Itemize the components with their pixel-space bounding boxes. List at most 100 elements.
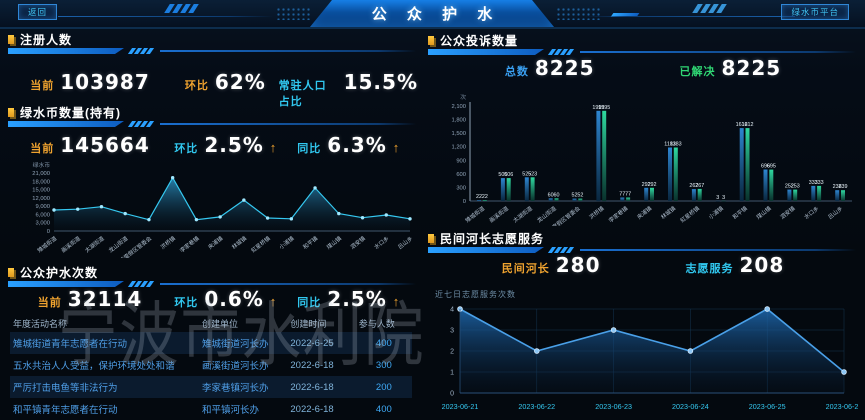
svg-text:18,000: 18,000 [32,179,50,185]
stat-current-registered: 当前 103987 [30,70,150,94]
svg-text:龙山街道: 龙山街道 [107,234,130,254]
table-cell: 严厉打击电鱼等非法行为 [13,383,118,394]
section-underline [428,49,858,56]
svg-text:2023-06-21: 2023-06-21 [442,402,479,411]
table-cell: 300 [375,359,392,371]
svg-text:1,800: 1,800 [451,118,466,124]
svg-text:太湖街道: 太湖街道 [83,234,106,254]
svg-text:60: 60 [553,192,559,198]
register-stats: 当前 103987 环比 62% 常驻人口占比 15.5% [8,70,418,109]
stat-current-protect: 当前 32114 [37,287,143,311]
svg-text:4: 4 [450,307,454,314]
svg-text:0: 0 [463,199,466,205]
section-protect: 公众护水次数 [8,266,418,288]
table-cell: 和平镇河长办 [201,405,259,416]
svg-text:0: 0 [450,391,454,398]
table-cell: 2022-6-18 [290,359,334,371]
col-activity-name: 年度活动名称 [13,319,68,329]
svg-text:吕山乡: 吕山乡 [396,234,414,251]
svg-text:253: 253 [791,184,800,190]
svg-text:李家巷镇: 李家巷镇 [607,204,630,224]
platform-button[interactable]: 绿水币平台 [781,4,849,20]
table-cell: 400 [375,403,392,415]
section-bullet-icon [8,108,14,117]
section-underline [8,281,418,288]
back-button[interactable]: 返回 [18,4,58,20]
activities-table-header: 年度活动名称 创建单位 创建时间 参与人数 [10,315,412,332]
svg-text:12,000: 12,000 [32,196,50,202]
header-dots-right [556,7,602,20]
svg-text:太湖街道: 太湖街道 [511,204,534,224]
stat-ring-ratio: 环比 62% [184,70,266,94]
svg-text:1,200: 1,200 [451,145,466,151]
header-dots-left [276,7,310,20]
coins-area-chart: 0 3,000 6,000 9,000 12,000 15,000 18,000 21,000… [32,161,414,258]
stat-volunteer-services: 志愿服务 208 [685,253,785,277]
svg-text:2023-06-22: 2023-06-22 [518,402,555,411]
svg-text:3: 3 [716,195,719,201]
svg-text:虹星桥镇: 虹星桥镇 [678,204,701,224]
section-title-volunteer: 民间河长志愿服务 [440,232,545,246]
svg-text:1,500: 1,500 [451,131,466,137]
svg-text:雉城街道: 雉城街道 [464,204,487,224]
table-cell: 画溪街道河长办 [201,361,269,372]
svg-text:夹浦镇: 夹浦镇 [206,234,224,251]
complaints-stats: 总数 8225 已解决 8225 [428,56,858,80]
svg-text:600: 600 [456,172,466,178]
line-chart-title: 近七日志愿服务次数 [435,290,516,299]
table-cell: 李家巷镇河长办 [201,383,269,394]
svg-text:2,100: 2,100 [451,104,466,110]
section-coins: 绿水币数量(持有) [8,106,418,128]
stat-coins-yoy: 同比 6.3% ↑ [297,133,400,157]
svg-text:绿水币: 绿水币 [33,161,51,169]
top-header: 返回 公 众 护 水 绿水币平台 [0,0,865,29]
stat-protect-yoy: 同比 2.5% ↑ [297,287,400,311]
svg-text:1995: 1995 [592,105,604,111]
svg-text:和平镇: 和平镇 [731,204,749,221]
section-title-coins: 绿水币数量(持有) [20,106,121,120]
table-cell: 2022-6-25 [290,337,334,349]
section-bullet-icon [8,268,14,277]
table-cell: 和平镇青年志愿者在行动 [13,405,118,416]
svg-text:9,000: 9,000 [35,204,50,210]
svg-text:林城镇: 林城镇 [659,204,677,221]
section-title-register: 注册人数 [20,33,73,47]
svg-text:239: 239 [838,184,847,190]
up-arrow-icon: ↑ [392,294,400,309]
svg-text:雉城街道: 雉城街道 [36,234,59,254]
svg-text:0: 0 [47,229,50,235]
section-bullet-icon [8,35,14,44]
col-participants: 参与人数 [358,319,395,329]
stat-current-coins: 当前 145664 [30,133,150,157]
section-underline [428,247,858,254]
activities-table: 年度活动名称 创建单位 创建时间 参与人数 雉城街道青年志愿者在行动 雉城街道河长… [10,315,412,420]
section-bullet-icon [428,36,434,45]
svg-text:2023-06-24: 2023-06-24 [672,402,709,411]
table-row: 五水共治人人受益，保护环境处处和谐 画溪街道河长办 2022-6-18 300 [10,354,412,376]
complaints-bar-chart: 0 300 600 900 1,200 1,500 1,800 2,100 次 22 506 525 6… [451,93,852,226]
svg-text:300: 300 [456,185,466,191]
svg-text:60: 60 [548,192,554,198]
svg-text:238: 238 [833,184,842,190]
section-register: 注册人数 [8,33,418,55]
svg-text:506: 506 [498,172,507,178]
svg-text:龙山街道: 龙山街道 [535,204,558,224]
svg-text:523: 523 [528,171,537,177]
table-cell: 200 [375,381,392,393]
svg-text:洪桥镇: 洪桥镇 [587,204,605,221]
svg-text:夹浦镇: 夹浦镇 [635,204,653,221]
stat-resolved-complaints: 已解决 8225 [679,56,782,80]
area-fill [54,177,410,231]
svg-text:252: 252 [785,184,794,190]
table-row: 和平镇青年志愿者在行动 和平镇河长办 2022-6-18 400 [10,398,412,420]
svg-text:22: 22 [482,194,488,200]
section-underline [8,48,418,55]
svg-text:292: 292 [642,182,651,188]
section-title-protect: 公众护水次数 [20,266,99,280]
svg-text:1995: 1995 [598,105,610,111]
svg-text:林城镇: 林城镇 [230,234,248,251]
svg-text:21,000: 21,000 [32,171,50,177]
svg-text:次: 次 [460,93,466,101]
svg-text:1183: 1183 [664,141,676,147]
